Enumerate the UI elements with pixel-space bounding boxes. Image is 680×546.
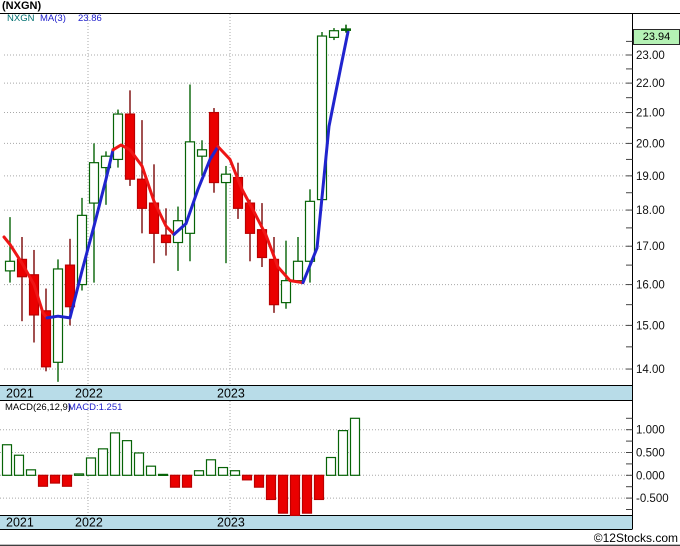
ma-line-rising xyxy=(301,30,350,285)
year-label-price: 2023 xyxy=(217,387,245,401)
macd-axis-label: -0.500 xyxy=(636,493,669,505)
price-axis-label: 20.00 xyxy=(636,138,665,150)
macd-bar-positive xyxy=(337,430,349,476)
price-axis-label: 15.00 xyxy=(636,320,665,332)
candle-up xyxy=(184,141,196,234)
macd-bar-positive xyxy=(121,440,133,476)
year-label-price: 2022 xyxy=(75,387,103,401)
macd-bar-negative xyxy=(241,474,253,481)
price-axis-label: 14.00 xyxy=(636,364,665,376)
macd-legend-value: MACD:1.251 xyxy=(68,402,123,413)
price-axis-label: 16.00 xyxy=(636,280,665,292)
candle-up xyxy=(292,260,304,282)
macd-bar-positive xyxy=(73,473,85,476)
macd-bar-positive xyxy=(217,466,229,476)
current-price-tag: 23.94 xyxy=(633,29,680,45)
macd-bar-negative xyxy=(301,474,313,514)
price-axis-label: 19.00 xyxy=(636,171,665,183)
legend-ma-value: 23.86 xyxy=(78,13,102,24)
macd-xaxis-band xyxy=(0,516,632,529)
ma-line-falling xyxy=(111,143,176,236)
candle-up xyxy=(220,173,232,184)
macd-bar-positive xyxy=(157,473,169,476)
macd-bar-negative xyxy=(313,474,325,501)
candle-up xyxy=(4,260,16,272)
year-label-macd: 2022 xyxy=(75,516,103,530)
macd-bar-positive xyxy=(85,457,97,476)
macd-axis-label: 1.000 xyxy=(636,425,665,437)
macd-axis-label: 0.500 xyxy=(636,448,665,460)
macd-bar-positive xyxy=(349,417,361,476)
candle-down xyxy=(160,234,172,244)
legend-ticker: NXGN xyxy=(7,13,35,24)
candle-down xyxy=(16,258,28,278)
price-xaxis-band xyxy=(0,386,632,400)
macd-bar-positive xyxy=(205,459,217,476)
macd-bar-positive xyxy=(229,470,241,476)
ma-line-rising xyxy=(172,145,220,236)
price-axis-label: 18.00 xyxy=(636,205,665,217)
macd-bar-negative xyxy=(49,474,61,484)
page-title: (NXGN) xyxy=(2,0,42,12)
footer-credit: ©12Stocks.com xyxy=(593,531,678,545)
candle-up xyxy=(112,113,124,161)
candle-up xyxy=(328,30,340,38)
macd-bar-negative xyxy=(61,474,73,487)
price-axis-label: 17.00 xyxy=(636,241,665,253)
macd-bar-positive xyxy=(109,432,121,476)
macd-bar-positive xyxy=(145,465,157,476)
candle-up xyxy=(88,162,100,204)
ma-line-rising xyxy=(45,148,115,320)
year-label-macd: 2023 xyxy=(217,516,245,530)
price-axis-label: 23.00 xyxy=(636,50,665,62)
candle-down xyxy=(64,264,76,308)
candle-up xyxy=(280,280,292,304)
macd-bar-positive xyxy=(325,456,337,476)
price-axis-label: 21.00 xyxy=(636,108,665,120)
candle-down xyxy=(136,178,148,209)
candle-down xyxy=(40,310,52,368)
ma-line-falling xyxy=(2,235,49,320)
price-axis-label: 22.00 xyxy=(636,78,665,90)
macd-axis-label: 0.000 xyxy=(636,470,665,482)
macd-bar-positive xyxy=(25,469,37,476)
macd-bar-negative xyxy=(277,474,289,514)
macd-bar-negative xyxy=(253,474,265,488)
macd-bar-negative xyxy=(265,474,277,501)
macd-bar-negative xyxy=(37,474,49,487)
macd-legend-label: MACD(26,12,9) xyxy=(5,402,71,413)
year-label-price: 2021 xyxy=(6,387,34,401)
macd-bar-positive xyxy=(193,470,205,476)
macd-bar-positive xyxy=(1,444,13,476)
candle-up xyxy=(196,149,208,157)
year-label-macd: 2021 xyxy=(6,516,34,530)
macd-bar-positive xyxy=(13,454,25,476)
macd-bar-positive xyxy=(97,448,109,476)
legend-ma-label: MA(3) xyxy=(40,13,66,24)
macd-bar-negative xyxy=(181,474,193,488)
ma-line-falling xyxy=(216,145,305,285)
candle-up xyxy=(304,200,316,262)
macd-bar-positive xyxy=(133,452,145,476)
macd-bar-negative xyxy=(289,474,301,517)
macd-bar-negative xyxy=(169,474,181,488)
